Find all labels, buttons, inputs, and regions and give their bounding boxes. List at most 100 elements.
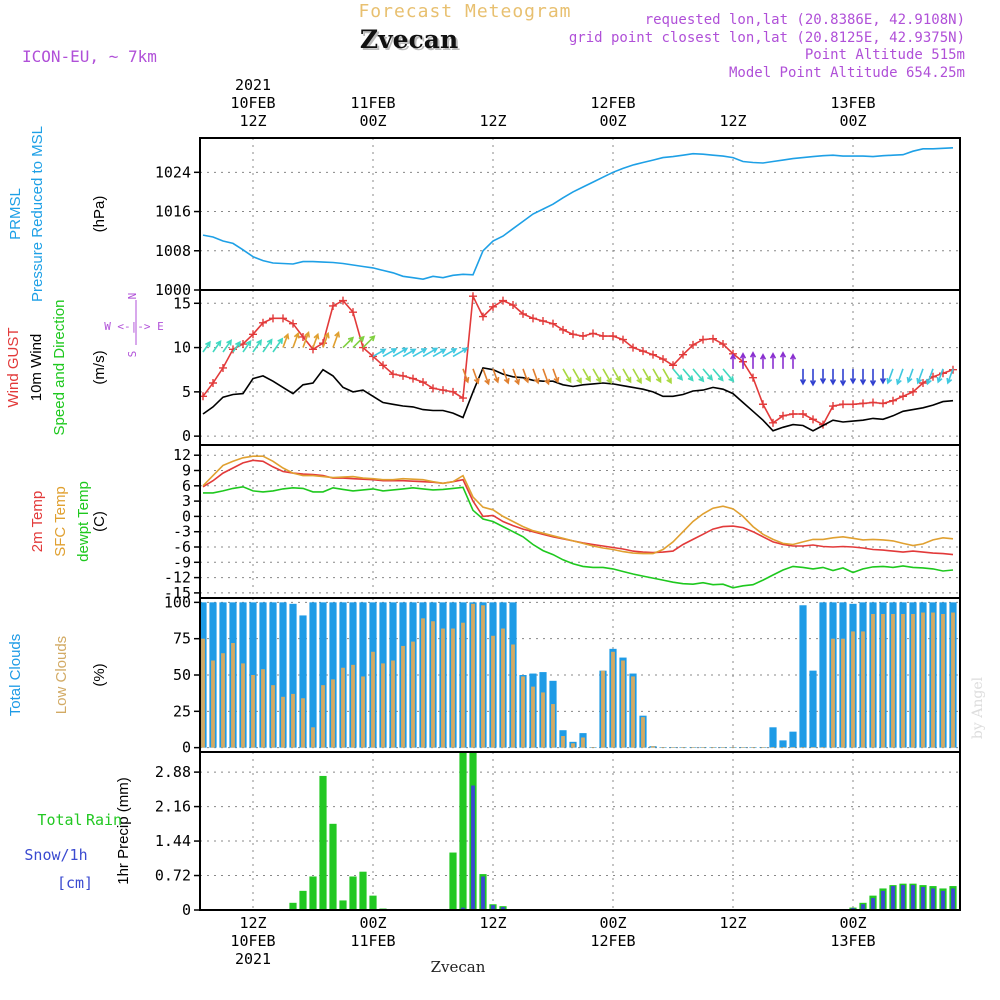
wind-arrow xyxy=(702,368,714,381)
bottom-time-label: 12Z xyxy=(719,914,746,932)
wind-arrow xyxy=(662,368,672,385)
bar-low-clouds xyxy=(631,676,635,748)
side-label: Wind GUST xyxy=(5,327,22,407)
gust-marker xyxy=(419,378,427,387)
plot-area xyxy=(200,292,957,432)
side-label: dewpt Temp xyxy=(75,481,92,562)
y-tick-label: 0 xyxy=(182,507,191,525)
bar-low-clouds xyxy=(801,747,805,748)
side-label: Snow/1h xyxy=(24,846,87,864)
bar-low-clouds xyxy=(431,621,435,748)
bottom-time-label: 10FEB xyxy=(230,932,275,950)
bottom-time-label: 00Z xyxy=(839,914,866,932)
gust-marker xyxy=(209,379,217,387)
gust-marker xyxy=(559,325,567,334)
side-label: 10m Wind xyxy=(28,334,45,402)
wind-arrow xyxy=(946,368,954,385)
wind-arrow xyxy=(202,340,211,353)
gust-marker xyxy=(489,302,497,311)
wind-arrow xyxy=(242,339,252,353)
bar-low-clouds xyxy=(671,747,675,748)
gust-marker xyxy=(799,410,807,418)
series-line-10m-wind xyxy=(202,366,954,432)
y-tick-label: 5 xyxy=(182,383,191,401)
bar-low-clouds xyxy=(271,685,275,748)
gust-marker xyxy=(549,319,557,328)
bar-low-clouds xyxy=(241,663,245,748)
wind-arrow xyxy=(292,331,300,348)
y-tick-label: 1024 xyxy=(155,163,191,181)
wind-arrow xyxy=(522,368,530,384)
bar-total-rain xyxy=(449,852,457,910)
gust-marker xyxy=(619,335,627,344)
y-tick-label: 9 xyxy=(182,462,191,480)
bar-low-clouds xyxy=(341,667,345,748)
wind-arrow xyxy=(739,352,747,369)
wind-arrow xyxy=(582,368,591,383)
panel-frame xyxy=(199,137,961,291)
wind-arrow xyxy=(906,368,914,384)
gust-marker xyxy=(439,386,447,395)
bar-low-clouds xyxy=(471,603,475,748)
wind-arrow xyxy=(936,368,944,384)
top-time-label: 11FEB xyxy=(350,94,395,112)
bar-low-clouds xyxy=(741,747,745,748)
watermark: by Angel xyxy=(970,676,986,739)
series-line-dewpt-temp xyxy=(203,485,954,589)
bar-low-clouds xyxy=(391,660,395,748)
gust-marker xyxy=(259,318,267,327)
bar-low-clouds xyxy=(881,613,885,748)
bar-total-clouds xyxy=(359,602,367,748)
side-label: SFC Temp xyxy=(52,486,69,557)
bar-low-clouds xyxy=(731,747,735,748)
wind-arrow xyxy=(222,339,232,353)
bar-total-clouds xyxy=(809,670,817,748)
forecast-title: Forecast Meteogram xyxy=(358,1,571,22)
bar-total-clouds xyxy=(789,731,797,748)
bar-total-rain xyxy=(289,902,297,910)
gust-marker xyxy=(479,312,487,321)
bar-total-rain xyxy=(319,775,327,910)
y-tick-label: 2.88 xyxy=(155,763,191,781)
bar-low-clouds xyxy=(621,660,625,748)
bar-low-clouds xyxy=(811,747,815,748)
wind-arrow xyxy=(632,368,642,385)
side-label: Total xyxy=(37,811,82,829)
wind-arrow xyxy=(886,368,894,385)
wind-arrow xyxy=(839,368,847,387)
footer-station: Zvecan xyxy=(431,958,486,976)
bar-snow-1h xyxy=(881,890,885,910)
bar-snow-1h xyxy=(921,887,925,910)
y-axis-label: (%) xyxy=(91,663,108,686)
bar-low-clouds xyxy=(901,613,905,748)
wind-arrow xyxy=(895,368,904,386)
wind-arrow xyxy=(799,368,807,386)
wind-arrow xyxy=(472,368,480,385)
bar-low-clouds xyxy=(211,660,215,748)
top-time-label: 2021 xyxy=(235,76,271,94)
plot-area xyxy=(289,752,957,910)
bottom-time-label: 12FEB xyxy=(590,932,635,950)
wind-arrow xyxy=(322,331,330,348)
panel-2: 0 5 10 15 (m/s) Wind GUST 10m Wind Speed and Di… xyxy=(5,289,961,446)
wind-arrow xyxy=(749,351,757,369)
bar-total-rain xyxy=(339,900,347,910)
bar-low-clouds xyxy=(251,675,255,748)
model-label: ICON-EU, ~ 7km xyxy=(22,47,157,66)
station-title: Zvecan xyxy=(360,25,458,54)
wind-arrow xyxy=(462,368,470,384)
bottom-time-label: 11FEB xyxy=(350,932,395,950)
gust-marker xyxy=(299,332,307,341)
wind-arrow xyxy=(502,368,510,385)
point-altitude: Point Altitude 515m xyxy=(805,47,965,63)
bar-low-clouds xyxy=(681,747,685,748)
bar-total-rain xyxy=(299,890,307,910)
bar-total-clouds xyxy=(329,602,337,748)
bar-low-clouds xyxy=(711,747,715,748)
gust-marker xyxy=(409,374,417,383)
model-altitude: Model Point Altitude 654.25m xyxy=(729,65,965,81)
bar-low-clouds xyxy=(861,631,865,748)
y-tick-label: 3 xyxy=(182,492,191,510)
